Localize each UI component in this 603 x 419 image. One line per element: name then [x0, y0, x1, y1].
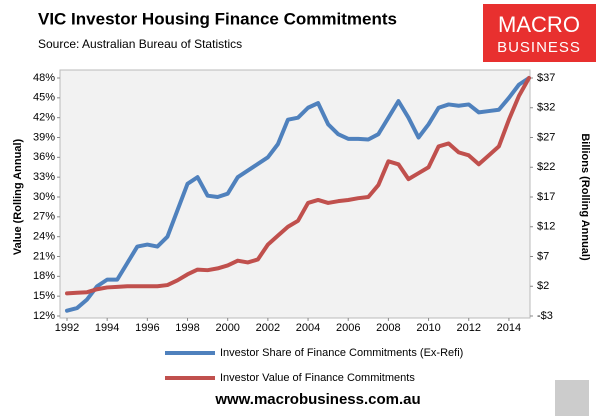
y2-tick-label: $7: [537, 250, 549, 262]
logo-icon: [555, 380, 589, 416]
x-tick-label: 1996: [135, 322, 159, 334]
x-tick-label: 2008: [376, 322, 400, 334]
x-tick-label: 2006: [336, 322, 360, 334]
y-tick-label: 24%: [33, 231, 55, 243]
x-tick-label: 2004: [296, 322, 320, 334]
y-axis-title: Value (Rolling Annual): [12, 139, 24, 256]
x-tick-label: 2012: [456, 322, 480, 334]
y2-tick-label: $22: [537, 161, 555, 173]
series-line: [65, 76, 531, 296]
y-tick-label: 39%: [33, 131, 55, 143]
x-tick-label: 2000: [215, 322, 239, 334]
y-tick-label: 12%: [33, 310, 55, 322]
y2-tick-label: $17: [537, 191, 555, 203]
chart-subtitle: Source: Australian Bureau of Statistics: [38, 37, 242, 51]
y2-tick-label: -$3: [537, 310, 553, 322]
y-tick-label: 36%: [33, 151, 55, 163]
y-tick-label: 21%: [33, 250, 55, 262]
y-tick-label: 33%: [33, 171, 55, 183]
logo-text: MACRO: [498, 12, 580, 37]
y-tick-label: 15%: [33, 290, 55, 302]
y-tick-label: 45%: [33, 92, 55, 104]
y-tick-label: 48%: [33, 72, 55, 84]
chart-title: VIC Investor Housing Finance Commitments: [38, 9, 397, 28]
legend-label: Investor Value of Finance Commitments: [220, 372, 415, 384]
y-tick-label: 18%: [33, 270, 55, 282]
y2-tick-label: $32: [537, 102, 555, 114]
legend-label: Investor Share of Finance Commitments (E…: [220, 347, 463, 359]
y2-tick-label: $27: [537, 131, 555, 143]
x-tick-label: 2010: [416, 322, 440, 334]
y-tick-label: 30%: [33, 191, 55, 203]
logo-box: [483, 4, 596, 62]
x-tick-label: 1992: [55, 322, 79, 334]
x-tick-label: 2002: [256, 322, 280, 334]
y2-tick-label: $12: [537, 221, 555, 233]
y-tick-label: 42%: [33, 112, 55, 124]
x-tick-label: 2014: [497, 322, 521, 334]
y2-tick-label: $37: [537, 72, 555, 84]
x-tick-label: 1994: [95, 322, 119, 334]
plot-area: [59, 69, 531, 319]
x-tick-label: 1998: [175, 322, 199, 334]
footer: www.macrobusiness.com.au: [214, 391, 420, 408]
series-line: [65, 76, 531, 313]
y-tick-label: 27%: [33, 211, 55, 223]
y2-axis-title: Billions (Rolling Annual): [579, 133, 591, 261]
y2-tick-label: $2: [537, 280, 549, 292]
logo-text: BUSINESS: [497, 39, 581, 56]
